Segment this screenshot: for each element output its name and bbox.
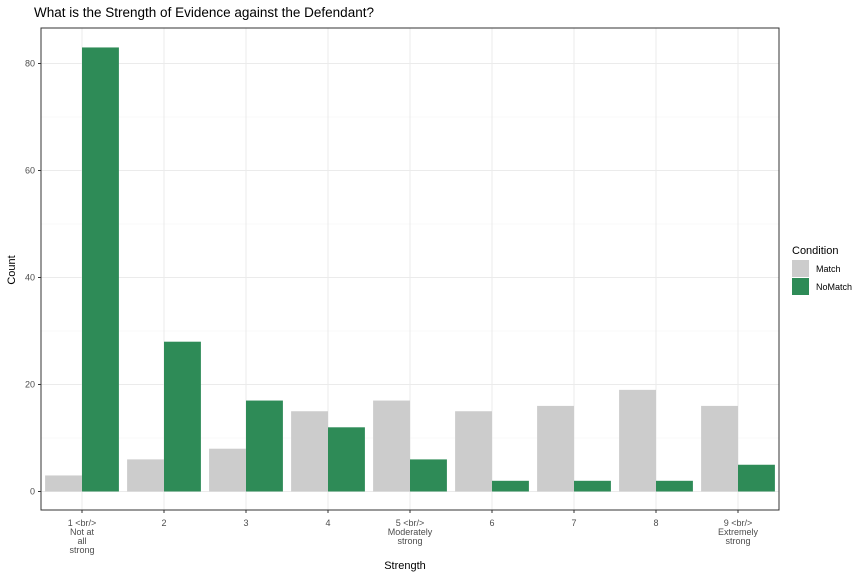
x-axis-title: Strength xyxy=(384,560,426,572)
x-tick-label: 4 xyxy=(325,518,330,528)
chart-title: What is the Strength of Evidence against… xyxy=(34,5,374,20)
bar-nomatch-6 xyxy=(492,480,529,492)
bar-nomatch-5 xyxy=(410,459,447,492)
legend: Condition Match NoMatch xyxy=(792,245,852,295)
legend-label-match: Match xyxy=(816,264,841,274)
bar-nomatch-9 xyxy=(738,464,775,492)
x-tick-label: 5 <br/> Moderately strong xyxy=(388,518,433,546)
bar-match-2 xyxy=(127,459,164,492)
bars xyxy=(45,47,775,492)
x-tick-label: 9 <br/> Extremely strong xyxy=(718,518,759,546)
x-tick-label: 6 xyxy=(489,518,494,528)
bar-match-3 xyxy=(209,448,246,492)
bar-nomatch-2 xyxy=(164,341,201,492)
y-tick-label: 60 xyxy=(25,166,35,176)
bar-match-7 xyxy=(537,405,574,492)
y-tick-label: 80 xyxy=(25,59,35,69)
x-tick-label: 2 xyxy=(161,518,166,528)
x-tick-label: 1 <br/> Not at all strong xyxy=(68,518,97,555)
y-tick-label: 40 xyxy=(25,273,35,283)
y-axis-title: Count xyxy=(6,255,18,284)
plot-border xyxy=(40,27,780,511)
bar-nomatch-1 xyxy=(82,47,119,492)
bar-match-9 xyxy=(701,405,738,492)
bar-nomatch-3 xyxy=(246,400,283,492)
y-axis: 0 20 40 60 80 xyxy=(25,59,41,497)
legend-title: Condition xyxy=(792,245,838,257)
bar-match-5 xyxy=(373,400,410,492)
bar-nomatch-7 xyxy=(574,480,611,492)
x-axis: 1 <br/> Not at all strong 2 3 4 5 <br/> Moderate… xyxy=(68,510,759,555)
x-tick-label: 7 xyxy=(571,518,576,528)
x-tick-label: 3 xyxy=(243,518,248,528)
bar-match-6 xyxy=(455,411,492,492)
legend-key-match xyxy=(792,260,809,277)
bar-match-8 xyxy=(619,389,656,492)
y-tick-label: 20 xyxy=(25,380,35,390)
bar-nomatch-8 xyxy=(656,480,693,492)
legend-label-nomatch: NoMatch xyxy=(816,282,852,292)
y-tick-label: 0 xyxy=(30,487,35,497)
legend-key-nomatch xyxy=(792,278,809,295)
x-tick-label: 8 xyxy=(653,518,658,528)
bar-nomatch-4 xyxy=(328,427,365,492)
bar-match-1 xyxy=(45,475,82,492)
bar-match-4 xyxy=(291,411,328,492)
